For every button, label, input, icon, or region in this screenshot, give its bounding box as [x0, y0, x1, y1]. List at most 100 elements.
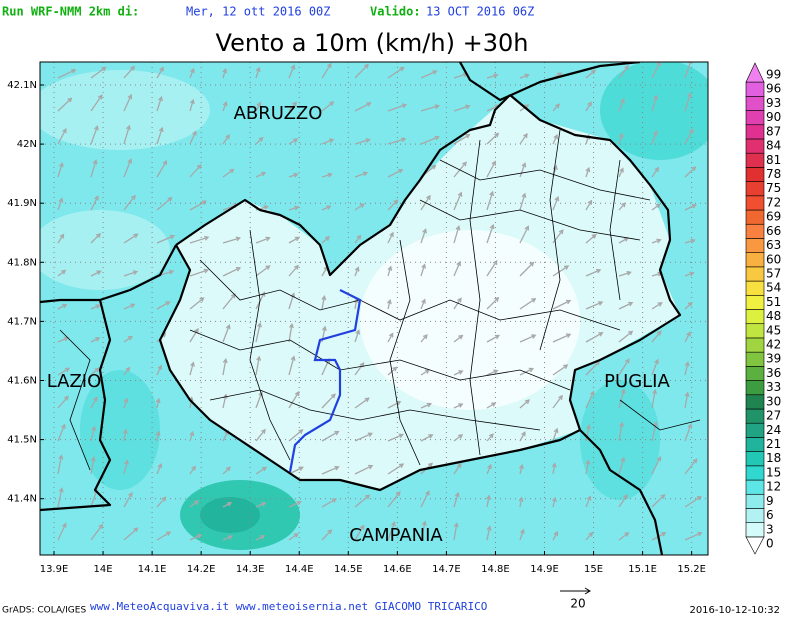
sites: www.MeteoAcquaviva.it www.meteoisernia.n…	[90, 600, 487, 613]
wind-arrow-head	[456, 260, 461, 267]
wind-arrow-head	[399, 66, 405, 72]
wind-arrow-head	[399, 463, 405, 468]
wind-arrow-head	[457, 191, 463, 197]
lon-label: 14.3E	[236, 564, 265, 575]
shade	[80, 370, 160, 490]
wind-arrow-head	[422, 228, 427, 234]
wind-arrow-head	[162, 159, 168, 166]
wind-arrow	[618, 133, 623, 145]
wind-arrow	[123, 66, 135, 79]
wind-arrow-head	[122, 428, 128, 434]
wind-arrow-head	[494, 334, 501, 340]
wind-arrow-head	[130, 303, 136, 308]
wind-arrow-head	[434, 135, 440, 141]
wind-arrow	[585, 460, 590, 475]
colorbar-label: 42	[766, 338, 781, 352]
colorbar-label: 54	[766, 281, 781, 295]
colorbar-segment	[745, 195, 765, 211]
wind-arrow	[552, 265, 569, 277]
wind-arrow	[354, 235, 362, 244]
wind-arrow	[486, 161, 496, 178]
border	[439, 159, 651, 201]
wind-arrow	[288, 101, 297, 112]
wind-arrow	[57, 424, 66, 442]
wind-arrow	[387, 333, 394, 343]
wind-arrow-head	[421, 263, 426, 269]
wind-arrow-head	[126, 124, 131, 131]
wind-arrow-head	[591, 233, 597, 239]
wind-arrow	[321, 173, 332, 178]
wind-arrow-head	[328, 138, 335, 144]
wind-arrow-head	[486, 494, 491, 500]
wind-arrow	[57, 97, 72, 112]
wind-arrow	[684, 272, 694, 277]
wind-arrow	[453, 298, 462, 310]
wind-arrow	[453, 403, 463, 409]
wind-arrow	[321, 236, 330, 244]
colorbar-label: 45	[766, 323, 781, 337]
wind-arrow-head	[389, 231, 394, 237]
wind-arrow	[420, 264, 426, 277]
wind-arrow	[618, 532, 629, 541]
wind-arrow	[156, 160, 167, 178]
wind-arrow	[321, 466, 339, 475]
wind-arrow	[354, 138, 370, 145]
wind-arrow-head	[191, 465, 196, 471]
wind-arrow	[618, 302, 633, 310]
wind-arrow	[486, 464, 492, 475]
wind-arrow	[684, 204, 696, 211]
wind-arrow	[354, 267, 359, 277]
wind-arrow-head	[398, 168, 404, 174]
wind-arrow	[585, 269, 601, 277]
border	[175, 94, 511, 277]
wind-arrow	[90, 126, 98, 145]
wind-arrow	[255, 67, 260, 79]
wind-arrow	[321, 358, 330, 376]
wind-arrow	[519, 262, 534, 277]
wind-arrow-head	[203, 268, 210, 274]
wind-arrow-head	[257, 322, 262, 328]
wind-arrow-head	[290, 64, 296, 70]
wind-arrow	[189, 431, 194, 442]
wind-arrow-head	[258, 136, 264, 142]
wind-arrow	[354, 330, 360, 343]
credit: GrADS: COLA/IGES	[2, 606, 86, 616]
wind-arrow-head	[255, 66, 261, 72]
wind-arrow-head	[222, 357, 228, 364]
wind-arrow-head	[94, 195, 99, 201]
wind-arrow-head	[432, 70, 438, 75]
wind-arrow-head	[71, 68, 77, 74]
colorbar-end	[745, 536, 765, 555]
colorbar-segment	[745, 110, 765, 126]
wind-arrow	[519, 193, 526, 211]
wind-arrow	[684, 362, 689, 376]
wind-arrow	[486, 402, 496, 409]
wind-arrow	[288, 206, 299, 211]
lon-label: 14.6E	[383, 564, 412, 575]
wind-arrow	[684, 392, 689, 409]
wind-arrow-head	[265, 236, 271, 242]
wind-arrow-head	[619, 421, 624, 427]
lon-label: 15E	[584, 564, 603, 575]
wind-arrow	[189, 164, 202, 178]
wind-arrow-head	[61, 269, 67, 275]
wind-arrow-head	[486, 525, 492, 531]
wind-arrow-head	[587, 199, 593, 205]
wind-arrow	[453, 335, 463, 343]
wind-arrow	[90, 66, 106, 79]
valid-date: 13 OCT 2016 06Z	[426, 5, 534, 19]
wind-arrow-head	[456, 462, 462, 469]
colorbar-segment	[745, 337, 765, 353]
wind-arrow	[387, 138, 406, 145]
wind-arrow	[123, 460, 128, 475]
wind-arrow-head	[167, 196, 173, 202]
wind-arrow	[255, 502, 266, 508]
wind-arrow-head	[130, 65, 136, 71]
wind-arrow	[519, 431, 526, 442]
wind-arrow	[222, 466, 231, 475]
wind-arrow-head	[165, 301, 171, 306]
wind-arrow	[387, 522, 396, 541]
wind-arrow	[222, 325, 230, 343]
wind-arrow-head	[653, 94, 659, 100]
wind-arrow	[552, 196, 559, 211]
